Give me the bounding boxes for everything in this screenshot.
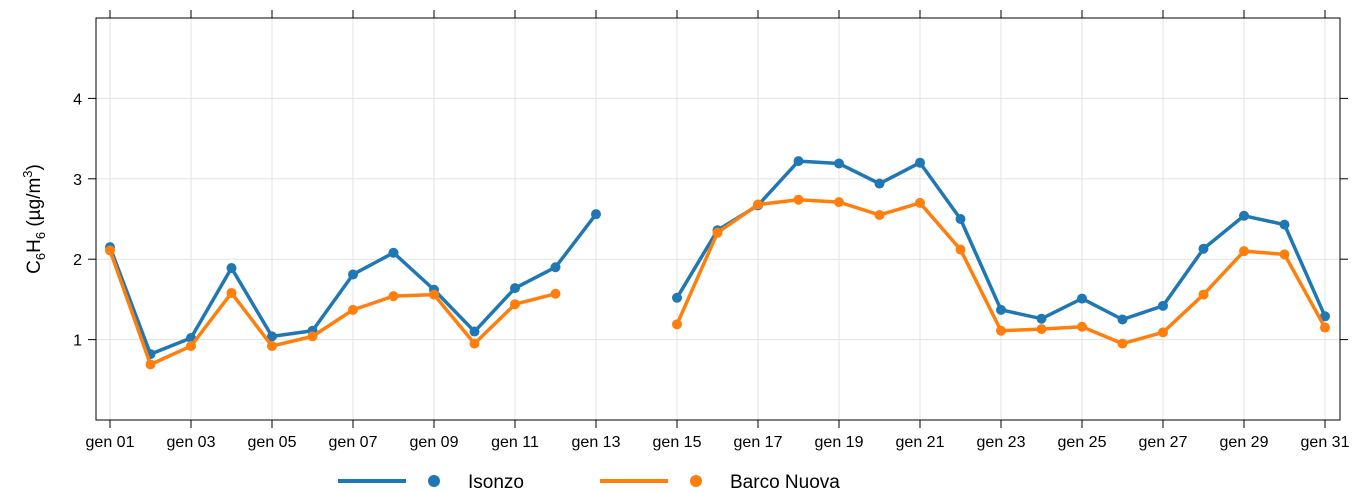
data-point [1239,210,1249,221]
x-axis: gen 01 gen 03 gen 05 gen 07 gen 09 gen 11 gen … [86,10,1350,451]
data-point [874,209,885,220]
data-point [348,269,358,280]
data-point [712,227,723,238]
data-point [550,262,561,273]
x-tick-label: gen 11 [491,434,539,451]
x-tick-label: gen 05 [248,434,297,451]
y-axis: 1 2 3 4 [73,91,1348,350]
data-point [105,245,115,256]
data-point [915,197,925,208]
ylabel-units-open: (µg/m [24,178,45,232]
x-tick-label: gen 21 [896,434,945,451]
data-point [1158,300,1168,311]
data-point [915,157,925,168]
data-point [510,299,520,310]
data-point [672,292,682,303]
data-point [1077,293,1087,304]
x-tick-label: gen 01 [86,434,135,451]
data-point [834,197,844,208]
ylabel-c: C [24,260,45,274]
data-point [955,244,966,255]
x-tick-label: gen 27 [1139,434,1188,451]
legend-item: Barco Nuova [600,472,840,492]
y-tick-label: 1 [73,333,82,350]
x-tick-label: gen 15 [653,434,702,451]
data-point [388,291,399,302]
grid [96,18,1340,420]
data-point [955,214,966,224]
x-tick-label: gen 07 [329,434,378,451]
data-point [429,289,439,300]
data-point [591,209,601,220]
data-point [1239,246,1249,257]
ylabel-units-close: ) [24,164,45,170]
legend-marker [428,475,440,487]
data-point [510,283,520,294]
legend-label: Isonzo [468,472,524,492]
ylabel-sub1: 6 [33,253,48,260]
data-point [469,326,480,337]
x-tick-label: gen 19 [815,434,864,451]
data-point [388,247,399,258]
data-point [1279,249,1290,260]
ylabel-h: H [24,239,45,253]
data-point [145,359,156,370]
data-point [226,263,237,274]
data-point [1198,289,1209,300]
data-point [1077,321,1087,332]
data-point [874,178,885,189]
ylabel-sup: 3 [20,170,35,177]
data-point [348,304,358,315]
x-tick-label: gen 09 [410,434,459,451]
legend-item: Isonzo [338,472,524,492]
series-isonzo [105,156,1330,360]
data-point [469,338,480,349]
legend-marker [690,475,702,487]
data-point [1036,313,1047,324]
data-point [1036,324,1047,335]
x-tick-label: gen 23 [977,434,1026,451]
data-point [267,331,277,342]
data-point [753,199,763,210]
legend-label: Barco Nuova [730,472,840,492]
y-axis-label: C6H6 (µg/m3) [20,164,48,274]
series-barco-nuova [105,194,1330,370]
data-point [793,194,804,205]
data-point [996,304,1006,315]
series-line [108,248,558,367]
y-tick-label: 4 [73,91,82,108]
x-tick-label: gen 03 [167,434,216,451]
data-point [672,319,682,330]
data-point [793,156,804,167]
data-point [1198,243,1209,254]
data-point [1158,327,1168,338]
data-point [550,288,561,299]
data-point [1320,311,1330,322]
data-point [1279,219,1290,230]
y-tick-label: 3 [73,172,82,189]
data-point [307,331,318,342]
x-tick-label: gen 13 [572,434,621,451]
x-tick-label: gen 31 [1301,434,1350,451]
plot-frame [95,17,1341,421]
x-tick-label: gen 17 [734,434,783,451]
data-point [834,158,844,169]
series-lines [105,156,1330,370]
legend: Isonzo Barco Nuova [338,472,840,492]
x-tick-label: gen 25 [1058,434,1107,451]
data-point [267,341,277,352]
data-point [1320,322,1330,333]
data-point [1117,314,1128,325]
data-point [1117,338,1128,349]
data-point [996,325,1006,336]
y-tick-label: 2 [73,252,82,269]
x-tick-label: gen 29 [1220,434,1269,451]
data-point [226,287,237,298]
ylabel-sub2: 6 [33,232,48,239]
data-point [186,341,196,352]
